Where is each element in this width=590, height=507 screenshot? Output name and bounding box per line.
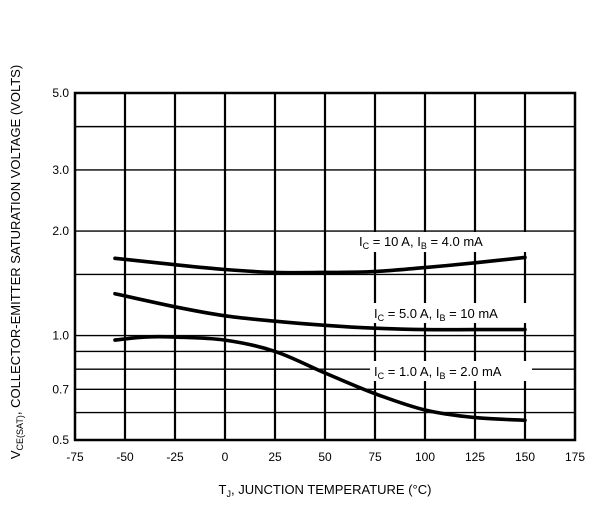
- series-2-ic: 5.0 A: [399, 306, 429, 321]
- series-3-ib: 2.0 mA: [460, 364, 502, 379]
- x-tick-label-7: 100: [415, 450, 435, 464]
- svg-text:IC = 10 A, IB = 4.0 mA: IC = 10 A, IB = 4.0 mA: [359, 234, 483, 251]
- svg-text:IC = 1.0 A, IB = 2.0 mA: IC = 1.0 A, IB = 2.0 mA: [374, 364, 502, 381]
- series-2-ib: 10 mA: [460, 306, 498, 321]
- y-tick-label-1: 0.7: [52, 382, 69, 396]
- sub-c-3: C: [378, 371, 385, 381]
- y-axis-label-rest: , COLLECTOR-EMITTER SATURATION VOLTAGE (…: [8, 65, 23, 415]
- y-axis-label-sub: CE(SAT): [15, 415, 25, 450]
- tick-labels: -75 -50 -25 0 25 50 75 100 125 150 175 0.5 0.7 1.0 2.0…: [52, 86, 585, 464]
- curves: [113, 255, 527, 423]
- series-label-3: IC = 1.0 A, IB = 2.0 mA: [370, 361, 532, 381]
- x-tick-label-6: 75: [368, 450, 382, 464]
- x-tick-label-2: -25: [166, 450, 184, 464]
- sub-c-1: C: [363, 241, 370, 251]
- sub-b-3: B: [439, 371, 445, 381]
- x-axis-label-main: T: [219, 482, 227, 497]
- sub-b-1: B: [421, 241, 427, 251]
- plot-frame: [73, 91, 577, 442]
- series-line-2: [113, 291, 527, 332]
- x-tick-label-9: 150: [515, 450, 535, 464]
- x-axis-label: TJ, JUNCTION TEMPERATURE (°C): [219, 482, 432, 499]
- x-tick-label-5: 50: [318, 450, 332, 464]
- series-1-ic: 10 A: [384, 234, 410, 249]
- grid-lines: [75, 93, 575, 440]
- y-axis-label: VCE(SAT), COLLECTOR-EMITTER SATURATION V…: [8, 65, 25, 459]
- series-3-ic: 1.0 A: [399, 364, 429, 379]
- x-tick-label-1: -50: [116, 450, 134, 464]
- series-label-1: IC = 10 A, IB = 4.0 mA: [355, 232, 545, 252]
- series-label-2: IC = 5.0 A, IB = 10 mA: [370, 303, 535, 323]
- y-tick-label-2: 1.0: [52, 329, 69, 343]
- sub-c-2: C: [378, 313, 385, 323]
- x-tick-label-4: 25: [268, 450, 282, 464]
- sub-b-2: B: [439, 313, 445, 323]
- x-axis-label-sub: J: [227, 489, 232, 499]
- series-line-1: [113, 255, 527, 275]
- series-line-3: [113, 334, 527, 423]
- y-tick-label-3: 2.0: [52, 224, 69, 238]
- y-axis-label-main: V: [8, 450, 23, 459]
- y-tick-label-0: 0.5: [52, 433, 69, 447]
- svg-text:IC = 5.0 A, IB = 10 mA: IC = 5.0 A, IB = 10 mA: [374, 306, 498, 323]
- x-tick-label-3: 0: [222, 450, 229, 464]
- series-1-ib: 4.0 mA: [442, 234, 484, 249]
- y-tick-label-5: 5.0: [52, 86, 69, 100]
- x-tick-label-0: -75: [66, 450, 84, 464]
- y-tick-label-4: 3.0: [52, 163, 69, 177]
- x-tick-label-8: 125: [465, 450, 485, 464]
- x-axis-label-rest: , JUNCTION TEMPERATURE (°C): [231, 482, 431, 497]
- x-tick-label-10: 175: [565, 450, 585, 464]
